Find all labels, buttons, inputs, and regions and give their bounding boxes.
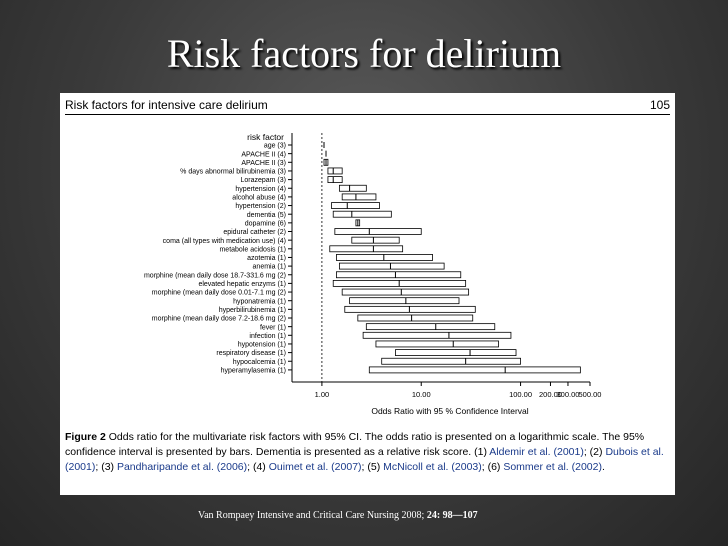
ci-bar [381,357,521,365]
y-tick-label: hypocalcemia (1) [233,359,286,366]
ci-bar [332,210,392,218]
ci-bar [351,236,400,244]
y-tick-label: hypotension (1) [238,342,286,349]
y-tick-label: morphine (mean daily dose 18.7-331.6 mg … [144,272,286,279]
caption-text: Odds ratio for the multivariate risk fac… [65,431,645,458]
ci-bar [344,305,476,313]
ci-bar [357,314,474,322]
x-axis-title: Odds Ratio with 95 % Confidence Interval [371,406,528,416]
y-tick-label: Lorazepam (3) [240,177,286,184]
ci-bar [338,262,445,270]
ci-bar [331,202,380,209]
caption-ref-sommer[interactable]: Sommer et al. (2002) [503,461,602,473]
y-tick-label: anemia (1) [253,264,286,271]
caption-ref-ouimet[interactable]: Ouimet et al. (2007) [268,461,362,473]
ci-bar [375,340,499,348]
y-tick-label: hyperamylasemia (1) [221,368,286,375]
y-tick-label: dementia (5) [247,212,286,219]
y-tick-label: coma (all types with medication use) (4) [163,238,286,245]
slide-title: Risk factors for delirium [166,31,562,76]
figure-caption: Figure 2 Odds ratio for the multivariate… [65,430,670,475]
y-tick-label: hypertension (2) [235,203,286,210]
ci-bar [395,349,517,357]
y-tick-label: epidural catheter (2) [223,229,286,236]
journal-running-title: Risk factors for intensive care delirium [65,98,268,112]
x-tick-label: 100.00 [509,390,532,399]
panel-header: Risk factors for intensive care delirium… [65,98,670,115]
y-tick-label: metabole acidosis (1) [219,246,286,253]
y-tick-label: infection (1) [249,333,286,340]
ci-bar [365,323,496,331]
caption-ref-aldemir[interactable]: Aldemir et al. (2001) [489,446,584,458]
caption-sep: ; (5) [361,461,384,473]
y-tick-label: APACHE II (4) [241,151,286,158]
source-citation: Van Rompaey Intensive and Critical Care … [198,510,478,521]
y-tick-label: hyperbilirubinemia (1) [219,307,286,314]
caption-figure-label: Figure 2 [65,431,106,443]
y-tick-label: hyponatremia (1) [233,298,286,305]
ci-bar [368,366,581,374]
caption-ref-pandharipande[interactable]: Pandharipande et al. (2006) [116,461,248,473]
ci-bar [334,228,422,235]
y-tick-label: morphine (mean daily dose 0.01-7.1 mg (2… [152,290,286,297]
y-tick-label: fever (1) [260,324,286,331]
ci-bar [341,193,377,201]
caption-end: . [601,461,605,473]
x-tick-label: 10.00 [412,390,431,399]
page-number: 105 [649,98,670,112]
x-tick-label: 200.00 [539,390,562,399]
caption-sep: ; (6) [481,461,504,473]
source-reference: 24: 98—107 [426,510,478,521]
ci-bar [336,254,433,261]
ci-bar [327,176,343,183]
y-tick-label: age (3) [264,143,286,150]
ci-bar [338,184,367,192]
y-tick-label: APACHE II (3) [241,160,286,167]
x-tick-label: 300.00 [556,390,579,399]
y-tick-label: respiratory disease (1) [216,350,286,357]
y-tick-label: % days abnormal bilirubinemia (3) [180,169,286,176]
x-tick-label: 1.00 [315,390,330,399]
ci-bar [349,297,460,305]
caption-sep: ; (3) [95,461,117,473]
caption-sep: ; (4) [247,461,269,473]
y-axis-title: risk factor [247,132,284,142]
source-text: Van Rompaey Intensive and Critical Care … [198,510,425,521]
ci-bar [336,271,462,279]
ci-bar [327,167,343,175]
figure-panel: Risk factors for intensive care delirium… [60,93,675,495]
ci-bar [341,288,470,296]
caption-ref-mcnicoll[interactable]: McNicoll et al. (2003) [383,461,482,473]
y-tick-label: elevated hepatic enzyms (1) [198,281,286,288]
y-tick-label: azotemia (1) [247,255,286,262]
y-tick-label: alcohol abuse (4) [232,195,286,202]
x-tick-label: 500.00 [579,390,602,399]
caption-ref-dubois[interactable]: Dubois et al. (2001) [65,446,664,473]
y-tick-label: dopamine (6) [245,220,286,227]
y-tick-label: morphine (mean daily dose 7.2-18.6 mg (2… [152,316,286,323]
caption-sep: ; (2) [583,446,606,458]
y-tick-label: hypertension (4) [235,186,286,193]
ci-bar [329,245,404,253]
ci-bar [362,331,512,339]
forest-plot-chart: risk factor Odds Ratio with 95 % Confide… [144,132,602,416]
